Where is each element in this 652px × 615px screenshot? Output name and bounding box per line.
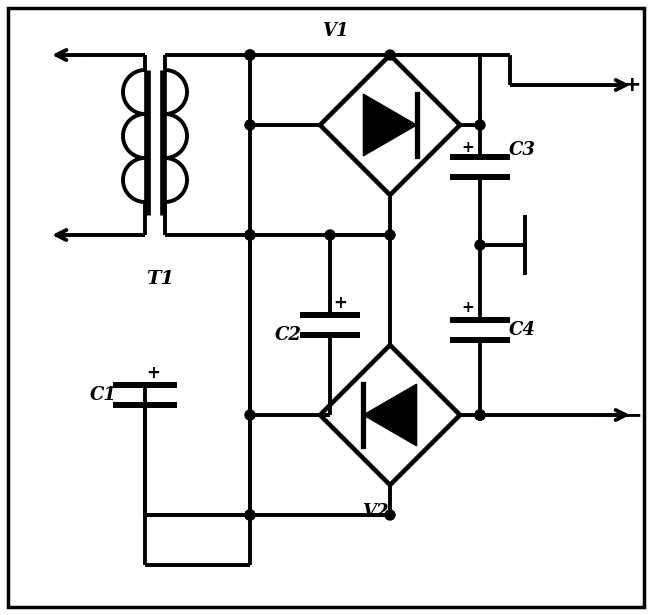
Circle shape [245,510,255,520]
Text: C3: C3 [509,141,535,159]
Circle shape [385,230,395,240]
Text: V2: V2 [362,503,388,521]
Text: C2: C2 [274,326,301,344]
Text: +: + [146,364,160,382]
Text: −: − [621,403,642,427]
Polygon shape [363,94,417,156]
Text: V1: V1 [321,22,348,40]
Circle shape [245,230,255,240]
Circle shape [475,120,485,130]
Circle shape [245,230,255,240]
Text: C1: C1 [89,386,117,404]
Text: +: + [333,294,347,312]
Text: +: + [623,75,642,95]
Circle shape [385,510,395,520]
Circle shape [245,50,255,60]
Circle shape [385,50,395,60]
Text: +: + [462,301,475,315]
Circle shape [245,50,255,60]
Text: +: + [462,140,475,154]
Circle shape [245,510,255,520]
Circle shape [475,410,485,420]
Circle shape [245,410,255,420]
Circle shape [325,230,335,240]
Circle shape [475,240,485,250]
Circle shape [475,410,485,420]
Polygon shape [363,384,417,446]
Text: C4: C4 [509,321,535,339]
Circle shape [245,120,255,130]
Circle shape [475,410,485,420]
Text: T1: T1 [146,270,174,288]
